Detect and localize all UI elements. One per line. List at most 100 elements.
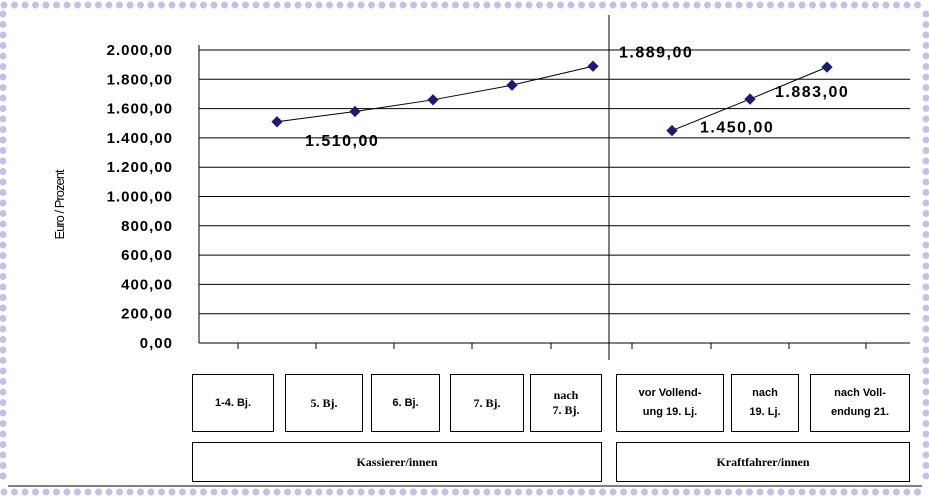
border-dot xyxy=(126,1,134,9)
border-dot xyxy=(922,31,929,39)
border-dot xyxy=(922,346,929,354)
border-dot xyxy=(922,52,929,60)
border-dot xyxy=(630,488,638,496)
border-dot xyxy=(273,1,281,9)
border-dot xyxy=(599,1,606,9)
border-dot xyxy=(95,488,102,496)
border-dot xyxy=(922,378,929,385)
y-axis-label: Euro / Prozent xyxy=(52,169,67,239)
border-dot xyxy=(641,488,648,496)
border-dot xyxy=(410,1,417,9)
border-dot xyxy=(851,488,858,496)
border-dot xyxy=(221,1,228,9)
border-dot xyxy=(431,1,438,9)
border-dot xyxy=(788,1,795,9)
x-category-label: 6. Bj. xyxy=(371,374,440,432)
border-dot xyxy=(922,210,929,217)
border-dot xyxy=(922,126,929,133)
y-tick-label: 1.600,00 xyxy=(107,101,173,118)
border-dot xyxy=(714,488,722,496)
y-tick-label: 600,00 xyxy=(121,247,173,264)
group-label: Kraftfahrer/innen xyxy=(616,442,910,482)
border-dot xyxy=(922,409,929,417)
border-dot xyxy=(922,252,929,259)
data-label: 1.889,00 xyxy=(619,44,693,61)
border-dot xyxy=(0,52,7,60)
border-dot xyxy=(922,430,929,438)
border-dot xyxy=(557,488,564,496)
border-dot xyxy=(0,262,7,270)
border-dot xyxy=(922,388,929,396)
border-dot xyxy=(756,488,764,496)
border-dot xyxy=(137,1,144,9)
border-dot xyxy=(620,1,627,9)
border-dot xyxy=(830,488,837,496)
border-dot xyxy=(0,378,7,385)
border-dot xyxy=(922,178,929,186)
border-dot xyxy=(840,1,848,9)
border-dot xyxy=(588,488,596,496)
border-dot xyxy=(32,488,39,496)
x-category-label: nach 7. Bj. xyxy=(530,374,602,432)
border-dot xyxy=(441,1,449,9)
border-dot xyxy=(0,399,7,406)
border-dot xyxy=(922,325,929,333)
border-dot xyxy=(0,273,7,280)
border-dot xyxy=(189,488,197,496)
y-tick-label: 0,00 xyxy=(140,335,173,352)
border-dot xyxy=(515,1,522,9)
border-dot xyxy=(74,488,81,496)
border-dot xyxy=(0,157,7,165)
border-dot xyxy=(53,488,60,496)
border-dot xyxy=(420,1,428,9)
border-dot xyxy=(0,441,7,448)
border-dot xyxy=(922,262,929,270)
border-dot xyxy=(389,488,396,496)
border-dot xyxy=(273,488,281,496)
border-dot xyxy=(0,388,7,396)
border-dot xyxy=(0,189,7,196)
border-dot xyxy=(378,488,386,496)
border-dot xyxy=(861,1,869,9)
border-dot xyxy=(882,488,890,496)
border-dot xyxy=(504,488,512,496)
border-dot xyxy=(231,488,239,496)
border-dot xyxy=(922,441,929,448)
border-dot xyxy=(922,105,929,112)
border-dot xyxy=(0,420,7,427)
y-tick-label: 400,00 xyxy=(121,276,173,293)
border-dot xyxy=(693,1,701,9)
border-dot xyxy=(221,488,228,496)
border-dot xyxy=(32,1,39,9)
border-dot xyxy=(922,157,929,165)
y-tick-labels: 2.000,00 1.800,00 1.600,00 1.400,00 1.200,00… xyxy=(107,42,173,352)
border-dot xyxy=(420,488,428,496)
border-dot xyxy=(483,1,491,9)
border-dot xyxy=(861,488,869,496)
border-dot xyxy=(494,1,501,9)
border-dot xyxy=(305,1,312,9)
border-dot xyxy=(21,488,29,496)
border-dot xyxy=(599,488,606,496)
y-tick-label: 2.000,00 xyxy=(107,42,173,59)
border-dot xyxy=(588,1,596,9)
border-dot xyxy=(0,115,7,123)
border-dot xyxy=(147,488,155,496)
border-dot xyxy=(756,1,764,9)
border-dot xyxy=(462,1,470,9)
border-dot xyxy=(704,1,711,9)
data-label: 1.450,00 xyxy=(700,120,774,137)
border-dot xyxy=(683,488,690,496)
border-dot xyxy=(0,126,7,133)
border-dot xyxy=(462,488,470,496)
border-dot xyxy=(252,1,260,9)
border-dot xyxy=(0,252,7,259)
border-dot xyxy=(620,488,627,496)
y-tick-label: 1.200,00 xyxy=(107,159,173,176)
border-dot xyxy=(922,220,929,228)
border-dot xyxy=(922,231,929,238)
border-dot xyxy=(725,1,732,9)
border-dot xyxy=(683,1,690,9)
border-dot xyxy=(0,462,7,469)
